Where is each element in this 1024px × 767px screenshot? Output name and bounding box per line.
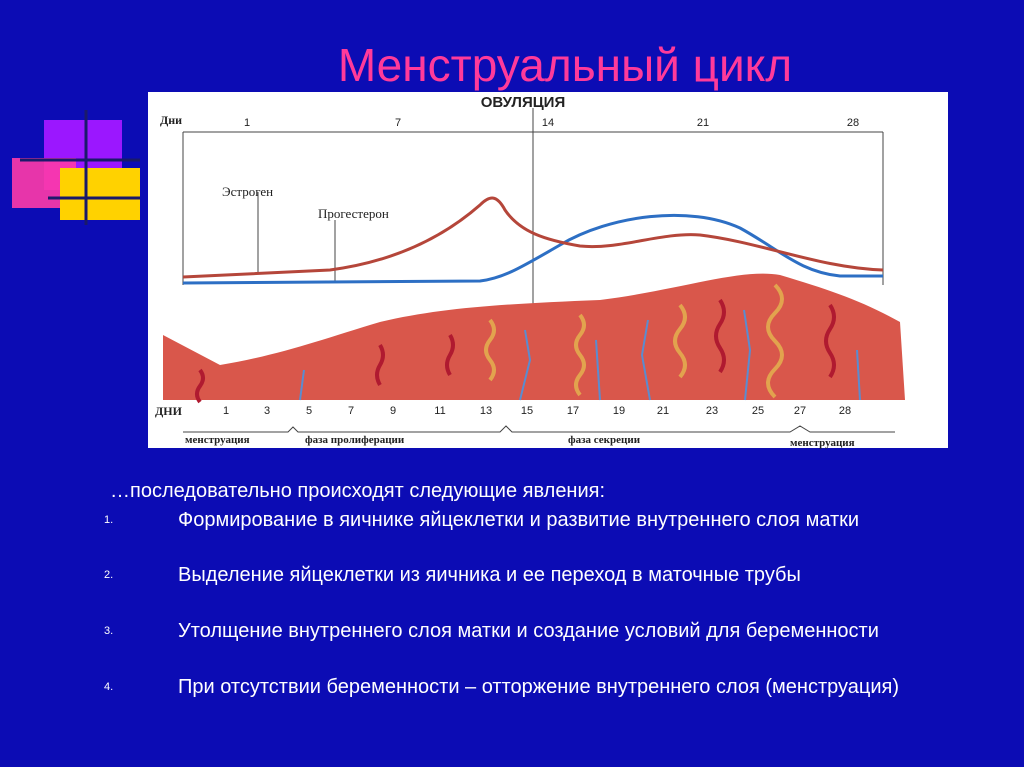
day-label: 25 <box>752 405 764 417</box>
chart-frame <box>182 108 884 305</box>
day-label: 15 <box>521 405 533 417</box>
list-text: Формирование в яичнике яйцеклетки и разв… <box>178 509 860 531</box>
day-label: 13 <box>480 405 492 417</box>
day-label: 27 <box>794 405 806 417</box>
day-label: 14 <box>542 117 554 129</box>
list-marker: 1. <box>104 514 114 526</box>
day-label: 21 <box>657 405 669 417</box>
list-text: При отсутствии беременности – отторжение… <box>178 676 900 698</box>
phase-braces <box>183 425 895 433</box>
intro-text: …последовательно происходят следующие яв… <box>110 480 606 502</box>
progesterone-label: Прогестерон <box>318 206 389 221</box>
list-text: Утолщение внутреннего слоя матки и созда… <box>178 620 879 642</box>
day-label: 1 <box>244 117 250 129</box>
day-label: 11 <box>434 405 445 417</box>
days-label: Дни <box>160 113 182 127</box>
phase-label: фаза секреции <box>568 434 641 446</box>
ovulation-label: ОВУЛЯЦИЯ <box>481 94 566 111</box>
phase-label: менструация <box>790 437 855 449</box>
list-text: Выделение яйцеклетки из яичника и ее пер… <box>178 564 801 586</box>
day-label: 28 <box>847 117 859 129</box>
slide-title: Менструальный цикл <box>337 39 793 91</box>
list-marker: 2. <box>104 569 114 581</box>
day-label: 1 <box>223 405 229 417</box>
day-label: 3 <box>264 405 270 417</box>
day-label: 19 <box>613 405 625 417</box>
list-marker: 4. <box>104 681 114 693</box>
day-label: 9 <box>390 405 396 417</box>
estrogen-label: Эстроген <box>222 184 273 199</box>
day-label: 5 <box>306 405 312 417</box>
day-label: 7 <box>348 405 354 417</box>
decoration <box>12 110 140 225</box>
day-label: 21 <box>697 117 709 129</box>
phase-label: фаза пролиферации <box>305 434 405 446</box>
day-label: 7 <box>395 117 401 129</box>
endometrium <box>163 273 905 404</box>
day-label: 23 <box>706 405 718 417</box>
day-label: 17 <box>567 405 579 417</box>
list-marker: 3. <box>104 625 114 637</box>
day-label: 28 <box>839 405 851 417</box>
phase-label: менструация <box>185 434 250 446</box>
days-label: ДНИ <box>155 404 183 418</box>
